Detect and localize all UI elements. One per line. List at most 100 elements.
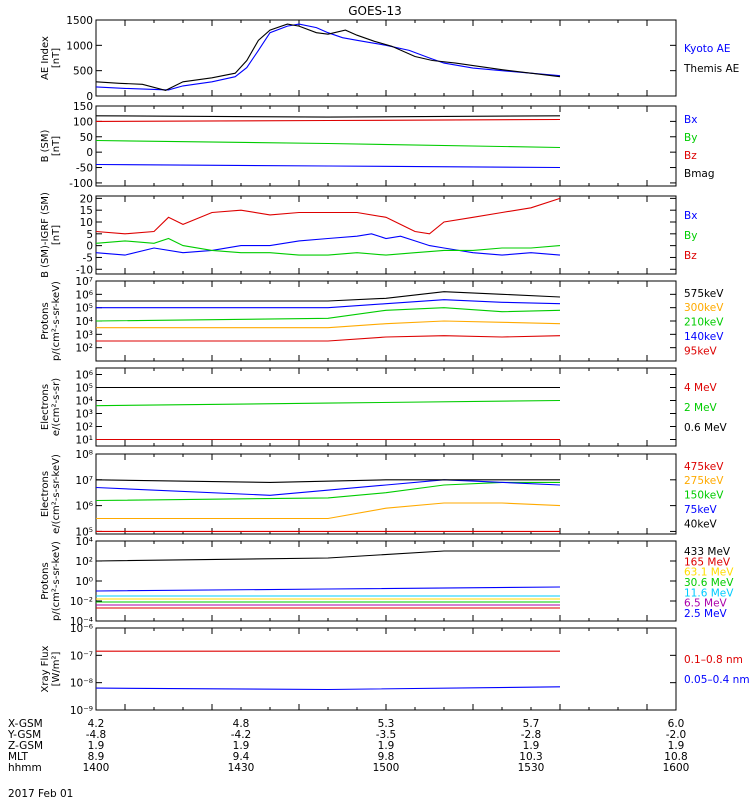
y-tick-label: 5 bbox=[86, 229, 93, 241]
ephemeris-value: -4.2 bbox=[231, 729, 252, 741]
panel-1: 0 500 1000 1500 AE Index [nT] Kyoto AE Themis A… bbox=[40, 15, 739, 103]
legend-entry: 2.5 MeV bbox=[684, 608, 728, 620]
legend-entry: Kyoto AE bbox=[684, 43, 730, 55]
ephemeris-value: 9.4 bbox=[233, 751, 250, 763]
ephemeris-value: 1500 bbox=[373, 762, 400, 774]
ephemeris-value: 8.9 bbox=[88, 751, 105, 763]
y-tick-label: 10⁷ bbox=[75, 475, 93, 487]
series-line bbox=[96, 291, 561, 302]
legend-entry: 2 MeV bbox=[684, 402, 718, 414]
y-tick-label: 10⁻⁷ bbox=[70, 650, 93, 662]
y-tick-label: 500 bbox=[73, 66, 93, 78]
y-tick-label: 15 bbox=[80, 205, 93, 217]
y-axis-label: [nT] bbox=[51, 48, 62, 68]
y-tick-label: 10⁰ bbox=[75, 576, 93, 588]
y-axis-label: e/(cm²-s-sr) bbox=[51, 378, 62, 436]
y-tick-label: 10⁷ bbox=[75, 276, 93, 288]
ephemeris-value: 1530 bbox=[518, 762, 545, 774]
y-axis-label: p/(cm²-s-sr-keV) bbox=[51, 541, 62, 621]
panel-8: 10⁻⁹ 10⁻⁸ 10⁻⁷ 10⁻⁶ Xray Flux [W/m²] 0.1–0.8 n… bbox=[40, 623, 750, 717]
legend-entry: 30.6 MeV bbox=[684, 577, 734, 589]
y-tick-label: 20 bbox=[80, 193, 93, 205]
panel-frame bbox=[95, 280, 677, 362]
y-axis-label: [nT] bbox=[51, 225, 62, 245]
chart-title: GOES-13 bbox=[348, 4, 402, 18]
legend-entry: By bbox=[684, 230, 697, 242]
legend-entry: 11.6 MeV bbox=[684, 587, 734, 599]
legend-entry: Bmag bbox=[684, 168, 715, 180]
ephemeris-value: 1400 bbox=[83, 762, 110, 774]
series-line bbox=[95, 163, 561, 169]
panel-frame bbox=[95, 453, 677, 535]
y-tick-label: -100 bbox=[69, 178, 93, 190]
ephemeris-row-label: Y-GSM bbox=[7, 729, 41, 741]
y-tick-label: 10⁻² bbox=[70, 596, 93, 608]
ephemeris-value: 10.3 bbox=[519, 751, 542, 763]
ephemeris-value: -2.0 bbox=[666, 729, 687, 741]
legend-entry: 6.5 MeV bbox=[684, 598, 728, 610]
y-axis-label: Xray Flux bbox=[40, 645, 51, 692]
legend-entry: By bbox=[684, 132, 697, 144]
y-tick-label: 10³ bbox=[75, 329, 93, 341]
series-line bbox=[95, 23, 561, 91]
panel-frame bbox=[95, 19, 677, 97]
ephemeris-value: 1600 bbox=[663, 762, 690, 774]
y-tick-label: 10⁵ bbox=[75, 526, 93, 538]
series-line bbox=[95, 118, 561, 122]
y-axis-label: B (SM) bbox=[40, 129, 51, 162]
y-tick-label: 10 bbox=[80, 217, 93, 229]
legend-entry: Bz bbox=[684, 150, 697, 162]
legend-entry: 150keV bbox=[684, 490, 724, 502]
series-line bbox=[95, 307, 561, 322]
panel-6: 10⁵ 10⁶ 10⁷ 10⁸ Electrons e/(cm²-s-sr-keV) 475… bbox=[40, 449, 724, 538]
ephemeris-value: 1430 bbox=[228, 762, 255, 774]
legend-entry: Bx bbox=[684, 114, 697, 126]
legend-entry: 40keV bbox=[684, 518, 718, 530]
y-tick-label: 10⁸ bbox=[75, 449, 93, 461]
legend-entry: Bz bbox=[684, 250, 697, 262]
y-axis-label: e/(cm²-s-sr-keV) bbox=[51, 454, 62, 534]
ephemeris-value: 1.9 bbox=[523, 740, 540, 752]
series-line bbox=[95, 481, 560, 502]
panel-7: 10⁻⁴ 10⁻² 10⁰ 10² 10⁴ Protons p/(cm²-s-sr-keV)… bbox=[40, 536, 734, 628]
date-label: 2017 Feb 01 bbox=[8, 788, 73, 800]
y-axis-label: AE Index bbox=[40, 36, 51, 80]
series-line bbox=[95, 233, 561, 256]
y-tick-label: 0 bbox=[86, 241, 93, 253]
legend-entry: 0.6 MeV bbox=[684, 422, 728, 434]
legend-entry: 63.1 MeV bbox=[684, 567, 734, 579]
y-tick-label: 50 bbox=[80, 132, 93, 144]
y-tick-label: 10⁴ bbox=[75, 316, 93, 328]
legend-entry: 75keV bbox=[684, 504, 718, 516]
y-tick-label: 0 bbox=[86, 147, 93, 159]
series-line bbox=[95, 197, 561, 235]
y-tick-label: 1500 bbox=[66, 15, 93, 27]
legend-entry: 575keV bbox=[684, 288, 724, 300]
y-tick-label: 150 bbox=[73, 101, 93, 113]
y-axis-label: Protons bbox=[40, 562, 51, 599]
legend-entry: Bx bbox=[684, 210, 697, 222]
ephemeris-value: -2.8 bbox=[521, 729, 542, 741]
ephemeris-row-label: Z-GSM bbox=[8, 740, 43, 752]
ephemeris-row-label: hhmm bbox=[8, 762, 42, 774]
ephemeris-value: 1.9 bbox=[378, 740, 395, 752]
series-line bbox=[95, 479, 560, 483]
y-tick-label: 10⁴ bbox=[75, 396, 93, 408]
legend-entry: 95keV bbox=[684, 345, 718, 357]
ephemeris-value: 1.9 bbox=[88, 740, 105, 752]
series-line bbox=[95, 586, 561, 592]
y-axis-label: [W/m²] bbox=[51, 651, 62, 686]
series-line bbox=[96, 502, 561, 520]
panel-frame bbox=[95, 105, 677, 187]
series-line bbox=[96, 335, 561, 342]
ephemeris-value: 5.3 bbox=[378, 718, 395, 730]
series-line bbox=[96, 299, 561, 309]
ephemeris-value: 10.8 bbox=[664, 751, 687, 763]
series-line bbox=[95, 550, 560, 562]
y-tick-label: -10 bbox=[76, 264, 93, 276]
legend-entry: Themis AE bbox=[683, 63, 739, 75]
legend-entry: 210keV bbox=[684, 317, 724, 329]
